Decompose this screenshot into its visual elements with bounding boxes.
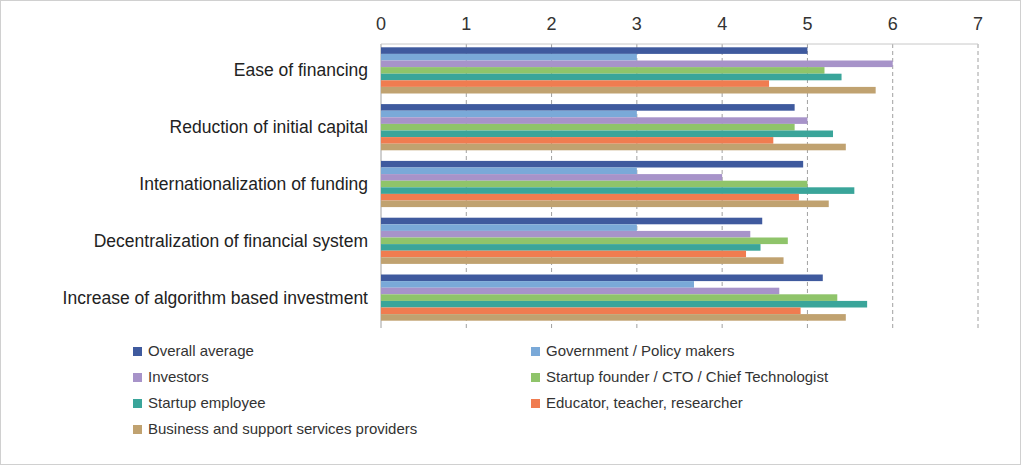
bar <box>381 201 829 208</box>
chart: 0 1 2 3 4 5 6 7 Ease of financing Reduction of in… <box>0 0 1021 465</box>
axis-line <box>381 44 978 45</box>
tick-label: 7 <box>973 14 983 34</box>
legend-swatch <box>531 373 540 382</box>
bar <box>381 61 893 68</box>
bar <box>381 314 846 321</box>
bar <box>381 54 637 61</box>
tick-label: 5 <box>802 14 812 34</box>
tick-label: 0 <box>376 14 386 34</box>
grid-line <box>892 44 893 328</box>
legend-label: Government / Policy makers <box>546 342 734 359</box>
bar <box>381 137 773 144</box>
bar <box>381 308 801 315</box>
bar <box>381 275 823 282</box>
bar <box>381 131 833 138</box>
bar <box>381 80 769 87</box>
bar <box>381 281 694 288</box>
bar <box>381 294 837 301</box>
bar <box>381 244 761 251</box>
legend-label: Startup employee <box>148 394 266 411</box>
bar <box>381 47 807 54</box>
tick-label: 2 <box>547 14 557 34</box>
legend-swatch <box>133 399 142 408</box>
bar <box>381 124 795 131</box>
bar <box>381 174 722 181</box>
category-label: Decentralization of financial system <box>94 231 368 251</box>
frame <box>1 1 1021 465</box>
bar <box>381 288 779 295</box>
category-label: Increase of algorithm based investment <box>63 288 369 308</box>
bar <box>381 87 876 94</box>
bar <box>381 111 637 118</box>
bar <box>381 161 803 168</box>
bar <box>381 194 799 201</box>
legend-swatch <box>133 425 142 434</box>
bar <box>381 181 807 188</box>
category-label: Internationalization of funding <box>139 174 368 194</box>
bar <box>381 67 824 74</box>
bar <box>381 238 788 245</box>
tick-label: 1 <box>461 14 471 34</box>
bar <box>381 231 750 238</box>
bar <box>381 104 795 111</box>
bar <box>381 168 637 175</box>
legend-swatch <box>133 373 142 382</box>
category-label: Reduction of initial capital <box>170 117 368 137</box>
bars <box>381 47 893 320</box>
legend-swatch <box>133 347 142 356</box>
legend-swatch <box>531 347 540 356</box>
bar <box>381 218 762 225</box>
tick-label: 3 <box>632 14 642 34</box>
bar <box>381 251 746 258</box>
bar <box>381 117 807 124</box>
category-label: Ease of financing <box>234 60 368 80</box>
legend-label: Educator, teacher, researcher <box>546 394 743 411</box>
grid-line <box>978 44 979 328</box>
legend-swatch <box>531 399 540 408</box>
legend-label: Startup founder / CTO / Chief Technologi… <box>546 368 829 385</box>
tick-label: 6 <box>888 14 898 34</box>
bar <box>381 301 867 308</box>
legend-label: Investors <box>148 368 209 385</box>
bar <box>381 224 637 231</box>
bar <box>381 144 846 151</box>
legend-label: Business and support services providers <box>148 420 417 437</box>
bar <box>381 257 784 264</box>
bar <box>381 187 854 194</box>
bar <box>381 74 842 81</box>
legend-label: Overall average <box>148 342 254 359</box>
tick-label: 4 <box>717 14 727 34</box>
